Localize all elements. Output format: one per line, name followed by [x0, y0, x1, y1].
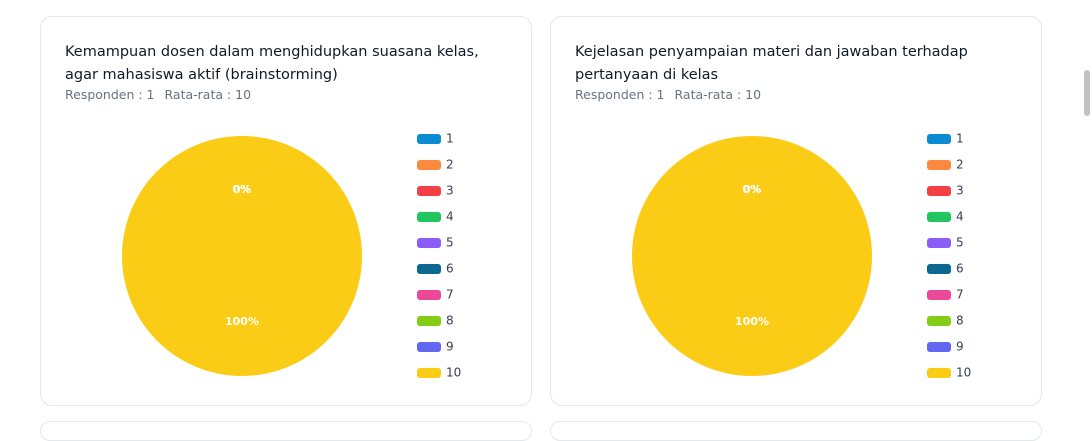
legend-swatch	[927, 368, 951, 378]
legend-label: 8	[446, 314, 454, 328]
pie-slice	[632, 136, 872, 376]
next-card	[40, 421, 532, 441]
legend-label: 7	[956, 288, 964, 302]
legend-swatch	[417, 212, 441, 222]
legend-swatch	[417, 134, 441, 144]
slice-label: 0%	[233, 183, 252, 196]
legend-label: 4	[446, 210, 454, 224]
legend-swatch	[927, 290, 951, 300]
slice-label: 0%	[743, 183, 762, 196]
subtitle-item: Responden : 1	[65, 87, 155, 102]
legend-swatch	[417, 186, 441, 196]
legend-label: 6	[956, 262, 964, 276]
legend-label: 3	[956, 184, 964, 198]
legend-label: 9	[956, 340, 964, 354]
slice-label: 0%	[233, 183, 252, 196]
legend-label: 4	[956, 210, 964, 224]
slice-label: 0%	[233, 183, 252, 196]
legend-label: 5	[446, 236, 454, 250]
slice-label: 0%	[743, 183, 762, 196]
legend-label: 1	[956, 132, 964, 146]
legend-swatch	[927, 238, 951, 248]
page: Kemampuan dosen dalam menghidupkan suasa…	[40, 16, 1090, 441]
legend-swatch	[927, 264, 951, 274]
chart-subtitle: Responden : 1 Rata-rata : 10	[575, 87, 771, 102]
pie-slice	[122, 136, 362, 376]
legend-label: 1	[446, 132, 454, 146]
legend-swatch	[417, 290, 441, 300]
slice-label: 0%	[743, 183, 762, 196]
legend-swatch	[927, 186, 951, 196]
legend-label: 3	[446, 184, 454, 198]
legend-label: 2	[956, 158, 964, 172]
legend-label: 5	[956, 236, 964, 250]
slice-label: 100%	[735, 315, 769, 328]
chart-subtitle: Responden : 1 Rata-rata : 10	[65, 87, 261, 102]
slice-label: 0%	[233, 183, 252, 196]
slice-label: 0%	[233, 183, 252, 196]
slice-label: 0%	[233, 183, 252, 196]
legend-swatch	[927, 134, 951, 144]
slice-label: 0%	[233, 183, 252, 196]
next-card	[550, 421, 1042, 441]
legend-swatch	[927, 342, 951, 352]
chart-title: Kemampuan dosen dalam menghidupkan suasa…	[65, 44, 479, 83]
slice-label: 0%	[743, 183, 762, 196]
subtitle-item: Rata-rata : 10	[674, 87, 762, 102]
legend-swatch	[417, 160, 441, 170]
legend-swatch	[417, 238, 441, 248]
slice-label: 100%	[225, 315, 259, 328]
subtitle-item: Rata-rata : 10	[164, 87, 252, 102]
legend-swatch	[927, 316, 951, 326]
legend-label: 9	[446, 340, 454, 354]
slice-label: 0%	[233, 183, 252, 196]
legend-label: 2	[446, 158, 454, 172]
legend-label: 6	[446, 262, 454, 276]
slice-label: 0%	[743, 183, 762, 196]
slice-label: 0%	[743, 183, 762, 196]
slice-label: 0%	[233, 183, 252, 196]
slice-label: 0%	[743, 183, 762, 196]
legend-swatch	[927, 160, 951, 170]
legend-swatch	[417, 368, 441, 378]
chart-card: Kejelasan penyampaian materi dan jawaban…	[550, 16, 1042, 406]
legend-label: 7	[446, 288, 454, 302]
scrollbar[interactable]	[1084, 70, 1090, 116]
legend-label: 10	[956, 366, 971, 380]
slice-label: 0%	[743, 183, 762, 196]
legend-swatch	[927, 212, 951, 222]
legend-label: 8	[956, 314, 964, 328]
subtitle-item: Responden : 1	[575, 87, 665, 102]
slice-label: 0%	[743, 183, 762, 196]
legend-swatch	[417, 342, 441, 352]
chart-card: Kemampuan dosen dalam menghidupkan suasa…	[40, 16, 532, 406]
legend-label: 10	[446, 366, 461, 380]
legend-swatch	[417, 264, 441, 274]
legend-swatch	[417, 316, 441, 326]
chart-title: Kejelasan penyampaian materi dan jawaban…	[575, 44, 968, 83]
